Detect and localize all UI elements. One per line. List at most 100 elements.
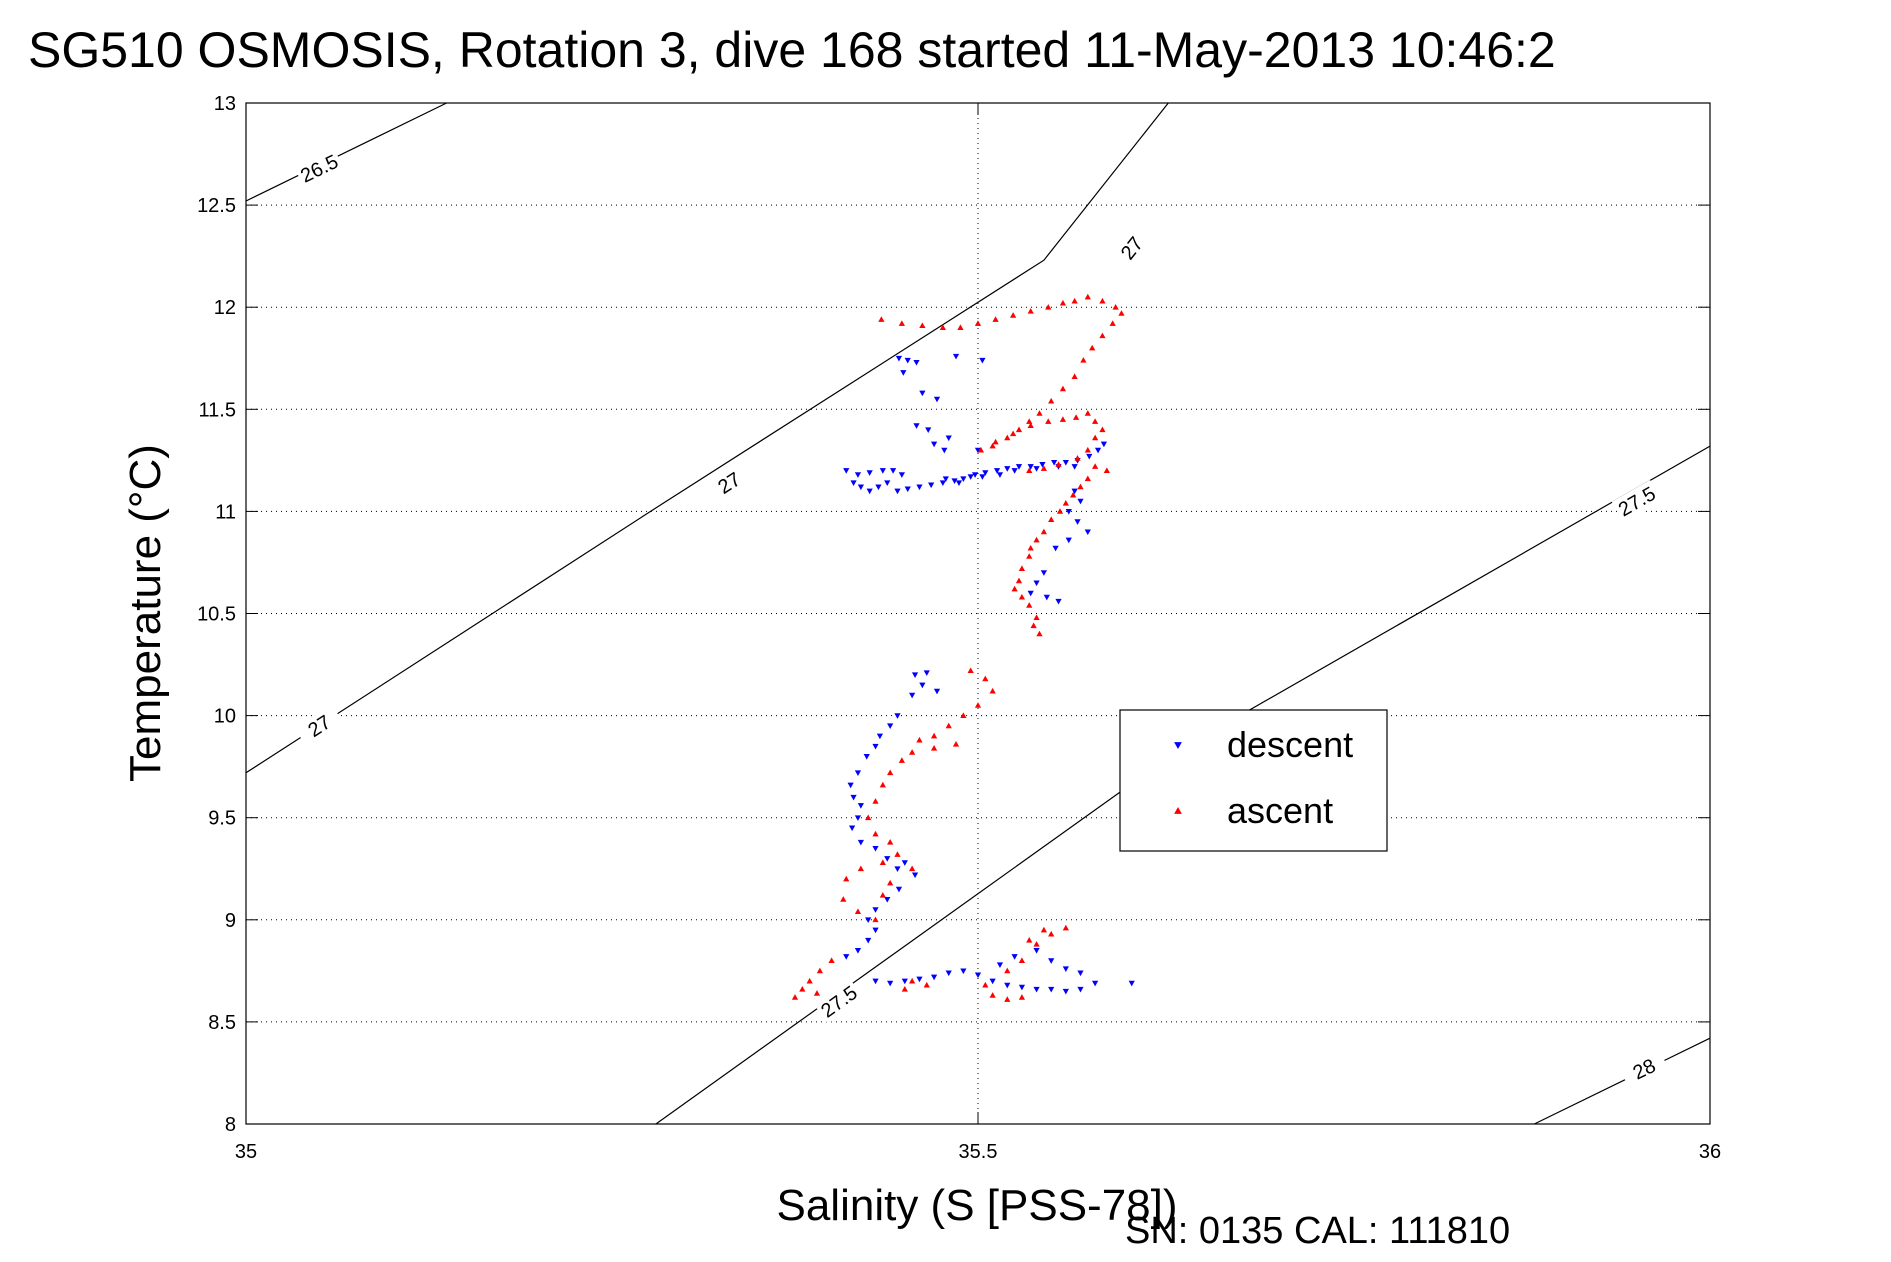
descent-point	[919, 390, 926, 397]
legend: descent ascent	[1119, 709, 1388, 852]
ascent-point	[1074, 455, 1081, 461]
descent-point	[1018, 984, 1026, 991]
y-tick-label: 11.5	[199, 399, 236, 421]
ascent-point	[898, 757, 905, 763]
density-contour-26.5	[245, 102, 447, 202]
ascent-point	[1092, 418, 1099, 424]
ascent-point	[1112, 303, 1119, 310]
descent-point	[863, 754, 870, 760]
descent-point	[945, 435, 952, 442]
ascent-point	[982, 981, 989, 988]
descent-point	[854, 948, 862, 954]
descent-point	[894, 713, 901, 719]
descent-point	[909, 692, 916, 699]
descent-point	[872, 845, 879, 852]
ascent-point	[1059, 416, 1067, 422]
descent-point	[895, 886, 903, 893]
ascent-point	[1015, 426, 1023, 433]
ascent-point	[879, 781, 886, 788]
descent-point	[979, 357, 986, 364]
ascent-point	[1026, 937, 1033, 943]
descent-point	[942, 476, 949, 482]
ascent-point	[887, 879, 894, 886]
ascent-point	[799, 986, 806, 992]
descent-point	[901, 978, 908, 985]
y-tick-label: 12	[214, 297, 236, 319]
ascent-point	[960, 712, 967, 718]
descent-point	[1100, 441, 1108, 448]
descent-point	[876, 733, 884, 740]
descent-point	[1027, 590, 1034, 597]
serial-calibration-note: SN: 0135 CAL: 111810	[1125, 1210, 1510, 1252]
legend-box	[1119, 709, 1388, 852]
legend-label-descent: descent	[1227, 724, 1353, 765]
ascent-point	[909, 749, 916, 755]
descent-point	[1033, 580, 1040, 587]
descent-point	[955, 480, 963, 487]
descent-point	[857, 839, 864, 846]
descent-point	[901, 860, 908, 866]
ascent-point	[1040, 528, 1047, 535]
descent-point	[1092, 980, 1099, 987]
descent-point	[884, 896, 891, 903]
descent-point	[1065, 509, 1072, 515]
ascent-point	[982, 675, 989, 682]
descent-point	[928, 482, 935, 489]
ascent-point	[1036, 630, 1043, 637]
descent-point	[904, 486, 911, 493]
descent-point	[941, 447, 948, 454]
descent-point	[898, 472, 905, 478]
descent-point	[889, 468, 897, 474]
ascent-point	[872, 830, 879, 837]
ascent-point	[1004, 996, 1011, 1002]
ascent-point	[1018, 565, 1026, 571]
density-contour-28	[1534, 1037, 1711, 1125]
ascent-point	[1033, 614, 1040, 620]
descent-point	[974, 972, 982, 979]
descent-point	[933, 396, 941, 403]
descent-point	[872, 927, 879, 934]
y-tick-label: 8.5	[208, 1012, 236, 1034]
ascent-point	[1033, 536, 1040, 543]
ascent-point	[1027, 422, 1034, 429]
ascent-point	[1048, 930, 1055, 937]
contour-label-gap	[1619, 1048, 1670, 1090]
ascent-point	[930, 732, 938, 739]
descent-point	[857, 803, 864, 809]
y-tick-label: 8	[225, 1114, 236, 1136]
ascent-point	[1062, 924, 1069, 931]
contour-label-gap	[1108, 223, 1155, 273]
descent-point	[971, 472, 979, 478]
ascent-point	[989, 442, 996, 449]
ascent-point	[1030, 622, 1037, 629]
ascent-point	[1010, 430, 1017, 437]
contour-label-gap	[294, 147, 345, 189]
descent-point	[933, 688, 941, 695]
descent-point	[887, 980, 894, 987]
ascent-point	[1026, 418, 1033, 424]
descent-point	[1071, 464, 1078, 470]
descent-point	[1004, 982, 1011, 989]
descent-point	[1033, 466, 1040, 472]
descent-point	[875, 484, 882, 491]
ascent-point	[879, 859, 886, 866]
ascent-point	[1059, 385, 1067, 392]
descent-point	[879, 468, 886, 474]
ascent-point	[806, 977, 813, 984]
descent-point	[1027, 464, 1034, 470]
ascent-point	[1099, 297, 1106, 304]
ascent-point	[887, 838, 894, 845]
descent-point	[996, 962, 1004, 968]
descent-point	[887, 723, 894, 730]
ascent-point	[872, 798, 879, 804]
ascent-point	[1027, 308, 1034, 314]
descent-point	[865, 917, 872, 924]
ascent-point	[939, 324, 946, 331]
chart-title: SG510 OSMOSIS, Rotation 3, dive 168 star…	[28, 22, 1556, 78]
x-tick-label: 36	[1699, 1141, 1721, 1163]
ascent-point	[1062, 500, 1069, 506]
ascent-point	[898, 320, 905, 326]
ascent-point	[1048, 397, 1055, 404]
ascent-point	[945, 722, 952, 729]
ascent-point	[952, 740, 960, 747]
